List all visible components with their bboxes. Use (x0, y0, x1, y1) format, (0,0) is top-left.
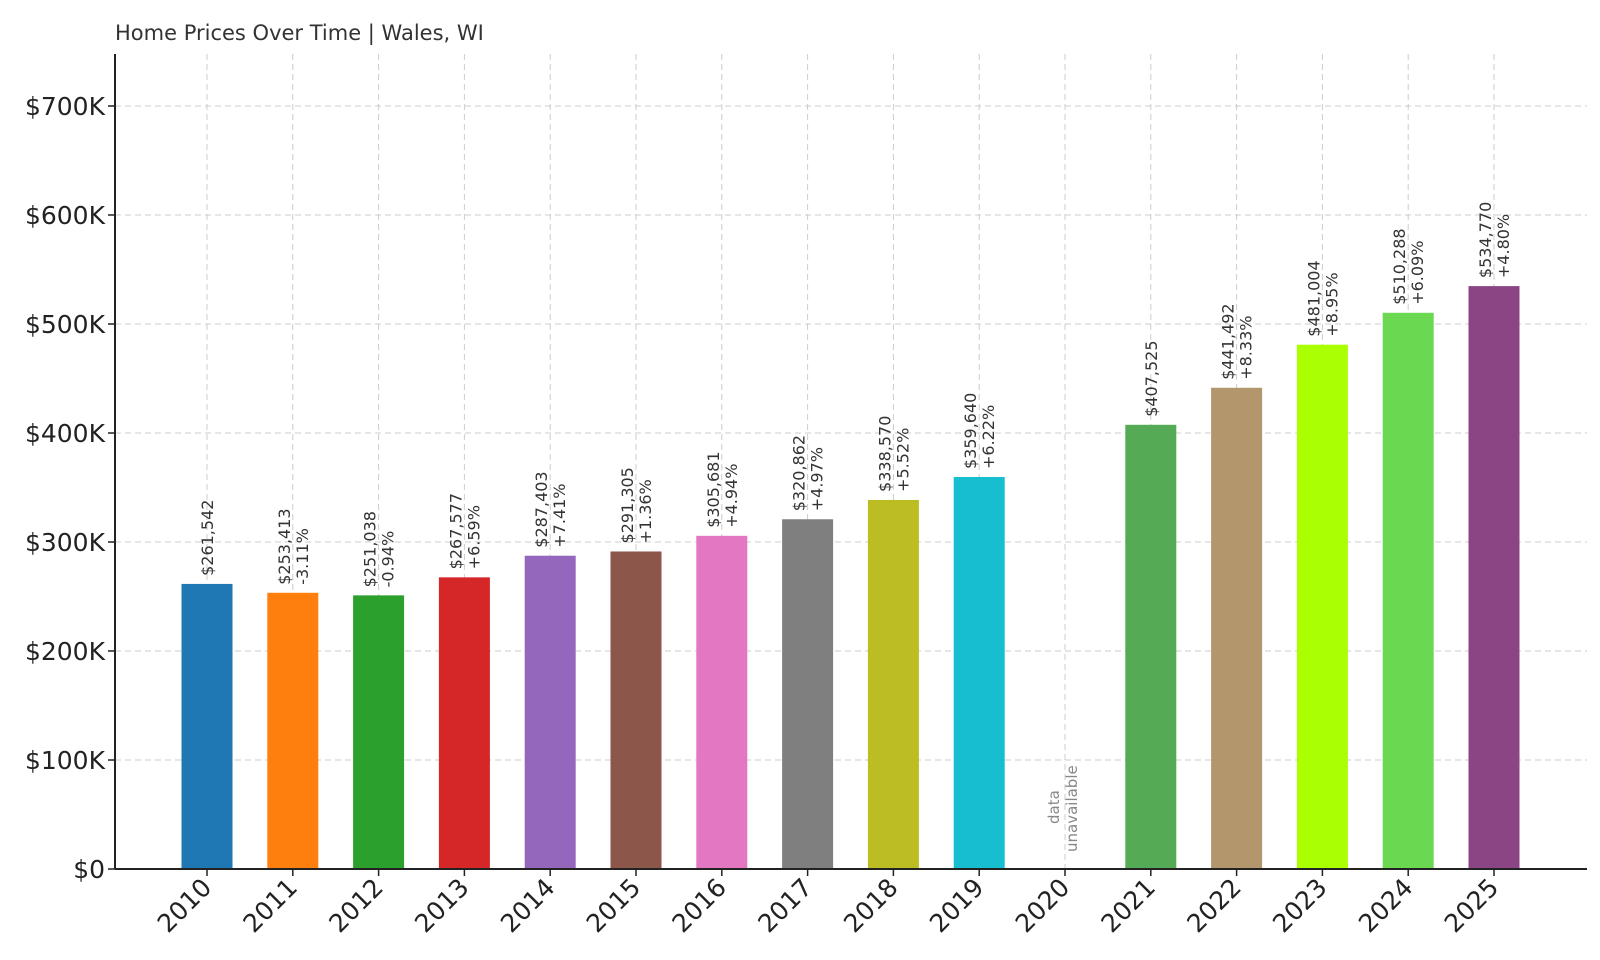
bar-change-label: +8.33% (1237, 316, 1256, 380)
bar-value-label: $320,862 (790, 435, 809, 511)
bar-value-label: $534,770 (1476, 202, 1495, 278)
x-tick-label: 2014 (495, 873, 560, 938)
bar-change-label: +5.52% (893, 428, 912, 492)
bar-value-label: $305,681 (704, 451, 723, 527)
bar-labels: $261,542 $253,413 -3.11% $251,038 -0.94% $267… (198, 202, 1513, 852)
x-tick-label: 2012 (323, 873, 388, 938)
bar-2019 (953, 476, 1005, 869)
bar-2016 (696, 535, 748, 869)
x-tick-label: 2021 (1096, 873, 1161, 938)
x-tick-label: 2023 (1267, 873, 1332, 938)
bar-change-label: +8.95% (1322, 272, 1341, 336)
bar-2010 (181, 583, 233, 869)
x-tick-label: 2022 (1181, 873, 1246, 938)
bar-value-label: $481,004 (1304, 260, 1323, 336)
x-tick-label: 2010 (152, 873, 217, 938)
x-axis-ticks: 2010 2011 2012 2013 2014 2015 2016 2017 2018 2019… (152, 869, 1504, 938)
bar-value-label: $253,413 (275, 508, 294, 584)
bar-2014 (524, 555, 576, 869)
x-tick-label: 2018 (838, 873, 903, 938)
y-tick-label: $700K (25, 92, 106, 121)
x-tick-label: 2013 (409, 873, 474, 938)
bar-2022 (1211, 387, 1263, 869)
y-tick-label: $400K (25, 419, 106, 448)
grid-lines (115, 54, 1587, 869)
x-tick-label: 2019 (924, 873, 989, 938)
bar-2021 (1125, 424, 1177, 869)
bar-2012 (353, 595, 405, 869)
bar-2023 (1296, 344, 1348, 869)
bar-change-label: +6.09% (1408, 241, 1427, 305)
x-tick-label: 2015 (581, 873, 646, 938)
bar-change-label: -0.94% (379, 531, 398, 588)
bar-value-label: $359,640 (961, 393, 980, 469)
bar-change-label: -3.11% (293, 528, 312, 585)
axes (114, 54, 1587, 870)
bar-change-label: +1.36% (636, 479, 655, 543)
y-tick-label: $100K (25, 746, 106, 775)
bar-change-label: +6.59% (464, 505, 483, 569)
y-tick-label: $600K (25, 201, 106, 230)
y-tick-label: $300K (25, 528, 106, 557)
bar-value-label: $407,525 (1142, 340, 1161, 416)
bar-value-label: $291,305 (618, 467, 637, 543)
bar-2018 (867, 499, 919, 869)
missing-data-label: data (1045, 790, 1063, 824)
bar-value-label: $338,570 (875, 416, 894, 492)
y-tick-label: $200K (25, 637, 106, 666)
bar-value-label: $510,288 (1390, 228, 1409, 304)
bar-2025 (1468, 286, 1520, 869)
y-tick-label: $0 (73, 855, 105, 884)
y-tick-label: $500K (25, 310, 106, 339)
x-tick-label: 2011 (238, 873, 303, 938)
bar-value-label: $441,492 (1219, 303, 1238, 379)
bar-value-label: $267,577 (446, 493, 465, 569)
bar-value-label: $261,542 (198, 500, 217, 576)
bar-2015 (610, 551, 662, 869)
chart-title: Home Prices Over Time | Wales, WI (115, 21, 484, 46)
bar-value-label: $251,038 (361, 511, 380, 587)
bar-2024 (1382, 312, 1434, 869)
bars (181, 286, 1520, 869)
x-tick-label: 2016 (667, 873, 732, 938)
bar-2011 (267, 592, 319, 869)
bar-change-label: +7.41% (550, 483, 569, 547)
bar-value-label: $287,403 (532, 471, 551, 547)
missing-data-label: unavailable (1063, 765, 1081, 852)
x-tick-label: 2017 (752, 873, 817, 938)
bar-change-label: +4.97% (808, 447, 827, 511)
x-tick-label: 2025 (1439, 873, 1504, 938)
bar-2013 (438, 577, 490, 869)
bar-2017 (782, 519, 834, 869)
y-axis-ticks: $0 $100K $200K $300K $400K $500K $600K $700K (25, 92, 115, 884)
bar-change-label: +4.80% (1494, 214, 1513, 278)
bar-change-label: +4.94% (722, 464, 741, 528)
bar-change-label: +6.22% (979, 405, 998, 469)
x-tick-label: 2020 (1010, 873, 1075, 938)
x-tick-label: 2024 (1353, 873, 1418, 938)
